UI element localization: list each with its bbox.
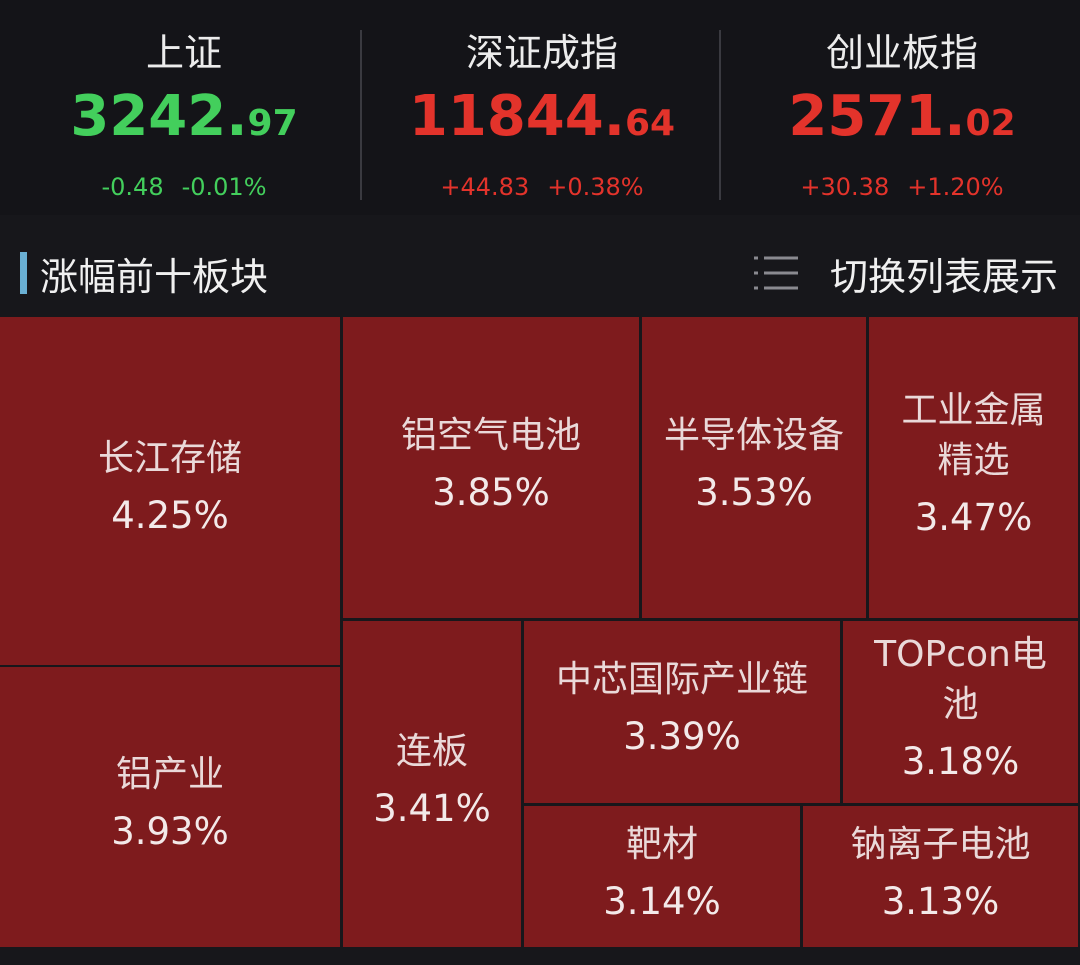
tile[interactable]: 靶材 3.14% — [524, 806, 800, 947]
tile-name: 靶材 — [625, 823, 698, 865]
tile-change: 3.53% — [695, 470, 813, 514]
tile-change: 3.18% — [901, 740, 1020, 783]
index-value: 11844.64 — [362, 78, 722, 169]
index-change: +30.38 +1.20% — [722, 169, 1080, 205]
change-pct: -0.01% — [181, 173, 267, 201]
divider — [719, 30, 721, 200]
tile[interactable]: 铝空气电池 3.85% — [343, 317, 639, 618]
tile-name: 半导体设备 — [663, 414, 844, 456]
tile-change: 3.39% — [623, 715, 741, 758]
index-card[interactable]: 上证 3242.97 -0.48 -0.01% — [4, 28, 364, 203]
tile-name: TOPcon电池 — [874, 634, 1047, 725]
index-bar: 上证 3242.97 -0.48 -0.01% 深证成指 11844.64 +44… — [0, 0, 1080, 215]
tile-name: 铝产业 — [115, 754, 224, 795]
tile-change: 3.93% — [111, 810, 229, 853]
divider — [360, 30, 362, 200]
index-value: 2571.02 — [722, 78, 1080, 169]
index-card[interactable]: 深证成指 11844.64 +44.83 +0.38% — [362, 28, 722, 203]
index-change: +44.83 +0.38% — [362, 169, 722, 205]
tile-name: 铝空气电池 — [400, 414, 581, 456]
section-title: 涨幅前十板块 — [40, 255, 269, 299]
accent-bar — [20, 252, 27, 294]
tile-name: 中芯国际产业链 — [555, 659, 808, 700]
tile-change: 3.13% — [881, 879, 1000, 923]
tile[interactable]: 连板 3.41% — [343, 621, 521, 947]
change: +30.38 — [800, 173, 890, 201]
value-main: 11844. — [408, 84, 625, 149]
change-pct: +1.20% — [907, 173, 1004, 201]
index-change: -0.48 -0.01% — [4, 169, 364, 205]
tile-change: 3.41% — [373, 787, 491, 830]
index-value: 3242.97 — [4, 78, 364, 169]
tile[interactable]: 钠离子电池 3.13% — [803, 806, 1078, 947]
toggle-view[interactable]: 切换列表展示 — [829, 255, 1058, 299]
tile-name: 长江存储 — [97, 438, 242, 479]
tile-change: 3.47% — [914, 495, 1033, 539]
tile[interactable]: 工业金属精选 3.47% — [869, 317, 1078, 618]
tile[interactable]: 长江存储 4.25% — [0, 317, 340, 665]
tile-change: 4.25% — [111, 494, 229, 537]
value-decimal: 02 — [965, 103, 1016, 144]
change: -0.48 — [101, 173, 164, 201]
tile-change: 3.85% — [432, 470, 550, 514]
tile-name: 工业金属精选 — [901, 389, 1046, 481]
index-name: 上证 — [145, 31, 222, 75]
change: +44.83 — [440, 173, 530, 201]
index-card[interactable]: 创业板指 2571.02 +30.38 +1.20% — [722, 28, 1080, 203]
tile[interactable]: 中芯国际产业链 3.39% — [524, 621, 840, 803]
tile[interactable]: 铝产业 3.93% — [0, 667, 340, 947]
tile-change: 3.14% — [603, 879, 721, 923]
index-name: 深证成指 — [465, 31, 618, 75]
value-decimal: 64 — [625, 103, 676, 144]
change-pct: +0.38% — [547, 173, 644, 201]
tile-name: 连板 — [395, 731, 468, 772]
tile[interactable]: TOPcon电池 3.18% — [843, 621, 1078, 803]
tile[interactable]: 半导体设备 3.53% — [642, 317, 866, 618]
section-header: 涨幅前十板块 切换列表展示 — [0, 240, 1080, 305]
tile-name: 钠离子电池 — [850, 823, 1031, 865]
index-name: 创业板指 — [825, 31, 978, 75]
value-main: 2571. — [788, 84, 966, 149]
list-icon — [754, 256, 798, 290]
value-decimal: 97 — [247, 103, 298, 144]
value-main: 3242. — [70, 84, 248, 149]
